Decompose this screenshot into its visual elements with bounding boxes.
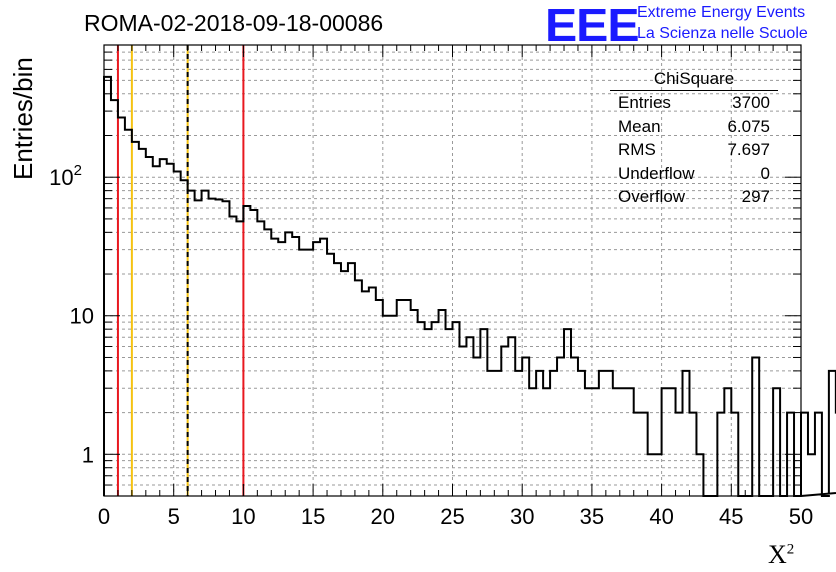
stats-row-entries: Entries 3700 <box>610 91 778 115</box>
stats-value: 297 <box>741 187 770 206</box>
logo-line-1: Extreme Energy Events <box>637 4 806 21</box>
stats-value: 7.697 <box>727 140 770 159</box>
axes: 0 5 10 15 20 25 30 35 40 45 50 1 10 102 <box>49 44 813 529</box>
stats-row-underflow: Underflow 0 <box>610 162 778 186</box>
x-axis-label-sup: 2 <box>786 541 795 558</box>
stats-label: RMS <box>618 140 656 159</box>
chart-title: ROMA-02-2018-09-18-00086 <box>84 10 384 36</box>
stats-value: 3700 <box>732 93 770 112</box>
x-tick-label: 40 <box>649 504 673 529</box>
x-axis-label-text: X <box>768 540 787 569</box>
x-tick-label: 0 <box>98 504 110 529</box>
x-tick-label: 5 <box>168 504 180 529</box>
x-tick-label: 50 <box>789 504 813 529</box>
stats-row-overflow: Overflow 297 <box>610 185 778 209</box>
threshold-lines <box>116 45 245 496</box>
eee-logo: EEE <box>545 0 640 51</box>
x-tick-label: 25 <box>440 504 464 529</box>
y-tick-label: 10 <box>70 304 94 329</box>
y-axis-label: Entries/bin <box>8 57 38 180</box>
histogram-series <box>103 75 836 497</box>
x-tick-label: 10 <box>231 504 255 529</box>
stats-row-rms: RMS 7.697 <box>610 138 778 162</box>
y-tick-label: 1 <box>82 442 94 467</box>
stats-box: ChiSquare Entries 3700 Mean 6.075 RMS 7.697… <box>610 68 778 209</box>
y-tick-label: 102 <box>49 162 82 190</box>
stats-value: 6.075 <box>727 116 770 136</box>
stats-row-mean: Mean 6.075 <box>610 115 778 139</box>
x-tick-label: 35 <box>580 504 604 529</box>
x-tick-label: 20 <box>371 504 395 529</box>
stats-value: 0 <box>760 163 770 183</box>
x-tick-label: 30 <box>510 504 534 529</box>
x-axis-label: X2 <box>768 540 794 570</box>
stats-label: Mean <box>618 116 661 136</box>
stats-label: Underflow <box>618 163 695 183</box>
logo-line-2: La Scienza nelle Scuole <box>637 25 808 42</box>
stats-label: Overflow <box>618 187 686 206</box>
stats-label: Entries <box>618 93 671 112</box>
stats-title: ChiSquare <box>610 68 778 91</box>
x-tick-label: 15 <box>301 504 325 529</box>
x-tick-label: 45 <box>719 504 743 529</box>
histogram-outline <box>103 75 836 497</box>
